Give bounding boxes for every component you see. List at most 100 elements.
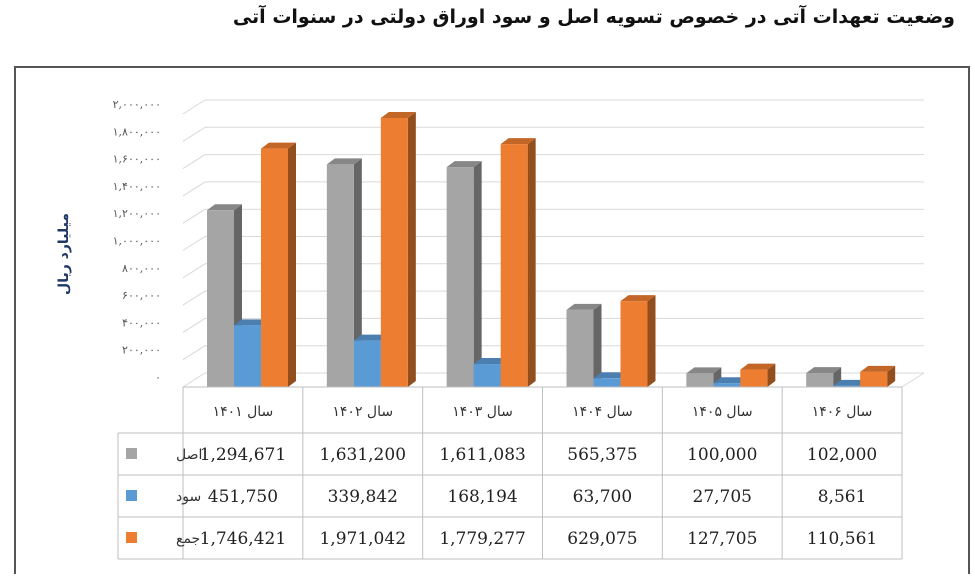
bar [806, 367, 842, 387]
bar-side [473, 161, 482, 387]
gridline-diag [182, 154, 206, 170]
bar-front [500, 144, 528, 387]
data-label: 1,971,042 [319, 529, 406, 549]
gridline-diag [182, 181, 206, 197]
legend-swatch [126, 532, 137, 543]
bar-top [446, 161, 482, 168]
category-label: سال ۱۴۰۳ [452, 404, 513, 420]
y-tick-label: ۸۰۰,۰۰۰ [122, 262, 161, 275]
y-axis-label: میلیارد ریال [56, 213, 72, 295]
data-label: 102,000 [807, 445, 877, 465]
bar-front [686, 373, 714, 387]
bars [207, 111, 896, 388]
legend-swatch [126, 448, 137, 459]
bar-top [380, 111, 416, 118]
bar-top [806, 367, 842, 374]
bar-front [620, 301, 648, 387]
bar [566, 303, 602, 387]
y-tick-label: ۲۰۰,۰۰۰ [122, 344, 161, 357]
bar-front [740, 369, 768, 387]
bar-side [353, 158, 362, 387]
category-label: سال ۱۴۰۴ [572, 404, 633, 420]
bar-front [593, 378, 621, 387]
page-title: وضعیت تعهدات آتی در خصوص تسویه اصل و سود… [232, 6, 955, 28]
bar-top [500, 138, 536, 145]
gridline-diag [182, 345, 206, 361]
chart: ۰ ۲۰۰,۰۰۰ ۴۰۰,۰۰۰ ۶۰۰,۰۰۰ ۸۰۰,۰۰۰ ۱,۰۰۰,۰۰۰ ۱,… [56, 98, 925, 560]
bar [860, 365, 896, 387]
bar-top [833, 379, 869, 386]
bar-side [767, 363, 776, 387]
bar-front [713, 383, 741, 387]
data-label: 339,842 [328, 487, 398, 507]
data-label: 565,375 [567, 445, 637, 465]
gridline-diag [182, 126, 206, 142]
floor-line-diag [901, 372, 925, 388]
bar [261, 142, 296, 387]
bar-top [860, 365, 896, 372]
bar-front [806, 373, 834, 387]
category-label: سال ۱۴۰۱ [213, 404, 274, 420]
bar-top [207, 204, 242, 211]
data-label: 8,561 [818, 487, 867, 507]
y-tick-label: ۶۰۰,۰۰۰ [122, 289, 161, 302]
bar-top [620, 295, 656, 302]
bar-side [593, 303, 602, 387]
y-tick-label: ۱,۸۰۰,۰۰۰ [113, 125, 161, 138]
bar-top [686, 367, 722, 374]
y-tick-label: ۲,۰۰۰,۰۰۰ [113, 98, 161, 111]
bar-front [566, 309, 594, 387]
bar-front [446, 167, 474, 387]
data-label: 100,000 [687, 445, 757, 465]
bar-front [234, 325, 261, 387]
bar-top [261, 142, 296, 149]
gridline-diag [182, 372, 206, 388]
category-label: سال ۱۴۰۶ [812, 404, 873, 420]
gridline-diag [182, 290, 206, 306]
bar [740, 363, 776, 387]
category-label: سال ۱۴۰۲ [332, 404, 393, 420]
bar-front [833, 385, 861, 387]
bar-front [207, 210, 234, 387]
bar-top [353, 334, 389, 341]
y-tick-label: ۱,۲۰۰,۰۰۰ [113, 207, 161, 220]
y-tick-label: ۱,۰۰۰,۰۰۰ [113, 235, 161, 248]
gridline-diag [182, 208, 206, 224]
legend-label: سود [176, 489, 201, 505]
data-label: 1,294,671 [200, 445, 287, 465]
data-table: سال ۱۴۰۱ سال ۱۴۰۲ سال ۱۴۰۳ سال ۱۴۰۴ سال ۱۴۰۵… [117, 386, 903, 560]
bar-side [527, 138, 536, 387]
data-label: 127,705 [687, 529, 757, 549]
bar-top [326, 158, 362, 165]
gridline-diag [182, 263, 206, 279]
bar-side [407, 111, 416, 388]
bar-top [593, 372, 629, 379]
bar [380, 111, 416, 388]
bar-top [473, 358, 509, 365]
data-label: 27,705 [693, 487, 752, 507]
bar-front [860, 371, 888, 387]
bar-front [261, 148, 288, 387]
y-tick-label: ۴۰۰,۰۰۰ [122, 316, 161, 329]
legend-label: اصل [176, 447, 202, 463]
data-label: 629,075 [567, 529, 637, 549]
data-label: 1,746,421 [200, 529, 287, 549]
category-label: سال ۱۴۰۵ [692, 404, 753, 420]
gridline-diag [182, 236, 206, 251]
bar-front [473, 364, 501, 387]
bar-top [234, 319, 269, 326]
y-axis-ticks: ۰ ۲۰۰,۰۰۰ ۴۰۰,۰۰۰ ۶۰۰,۰۰۰ ۸۰۰,۰۰۰ ۱,۰۰۰,۰۰۰ ۱,… [113, 98, 161, 384]
bar-front [353, 340, 381, 387]
bar [326, 158, 362, 387]
bar-side [288, 142, 296, 387]
data-label: 110,561 [807, 529, 877, 549]
bar [207, 204, 242, 387]
bar-side [887, 365, 896, 387]
y-tick-label: ۱,۶۰۰,۰۰۰ [113, 153, 161, 166]
y-tick-label: ۱,۴۰۰,۰۰۰ [113, 180, 161, 193]
data-label: 1,779,277 [439, 529, 526, 549]
bar-top [713, 377, 749, 384]
data-label: 168,194 [447, 487, 517, 507]
bar-top [566, 303, 602, 310]
data-label: 451,750 [208, 487, 278, 507]
